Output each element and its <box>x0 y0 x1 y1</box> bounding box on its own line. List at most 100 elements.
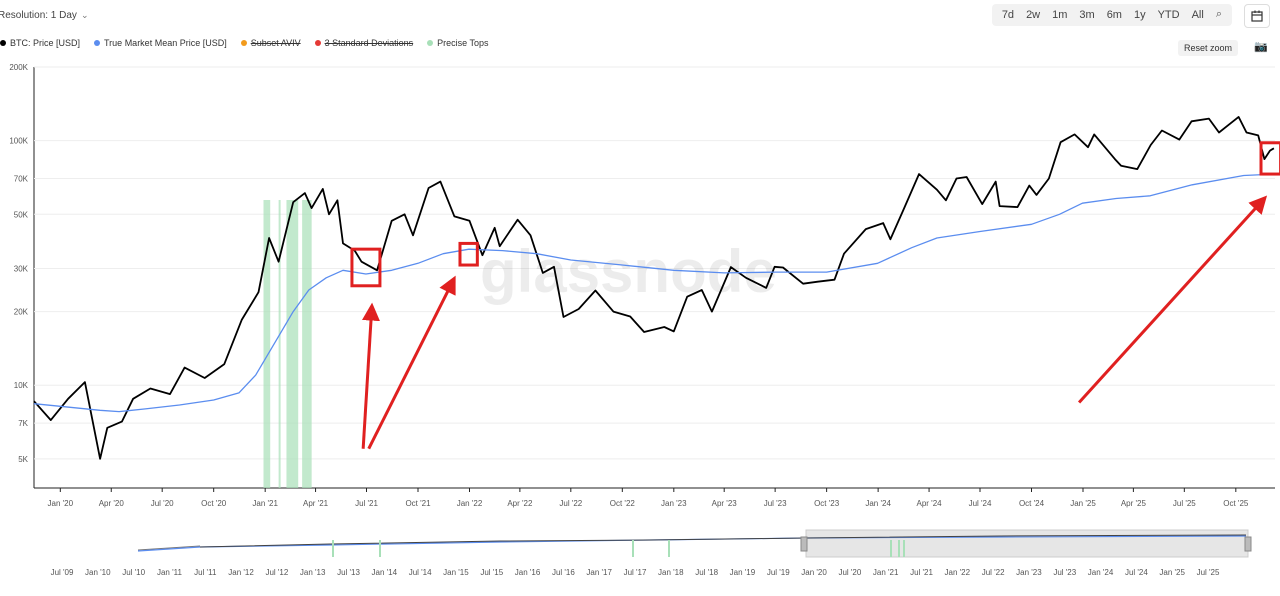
navigator-top-band <box>332 540 334 557</box>
resolution-dropdown[interactable]: Resolution: 1 Day ⌄ <box>0 10 88 21</box>
true-market-mean-line <box>33 173 1274 413</box>
legend-label: Precise Tops <box>437 38 489 48</box>
range-button-2w[interactable]: 2w <box>1026 9 1041 21</box>
x-tick-label: Jan '24 <box>865 499 891 508</box>
navigator-tick-label: Jul '21 <box>910 568 933 577</box>
legend-dot-icon <box>314 40 321 46</box>
calendar-button[interactable] <box>1244 4 1270 28</box>
x-tick-label: Jul '22 <box>559 499 582 508</box>
precise-top-band <box>302 200 312 488</box>
navigator-right-handle <box>1244 536 1252 552</box>
annotation-box <box>1259 141 1280 176</box>
series-lines <box>33 116 1275 460</box>
navigator-top-band <box>668 540 670 557</box>
x-tick-label: Jul '23 <box>764 499 787 508</box>
x-tick-label: Apr '20 <box>99 499 125 508</box>
x-tick-label: Jan '21 <box>252 499 278 508</box>
range-button-7d[interactable]: 7d <box>1001 9 1015 21</box>
annotations <box>350 141 1280 450</box>
x-axis-ticks: Jan '20 Apr '20 Jul '20 Oct '20 Jan '21 Apr '… <box>48 488 1249 508</box>
x-tick-label: Jul '20 <box>151 499 174 508</box>
chevron-down-icon: ⌄ <box>80 10 89 20</box>
annotation-box <box>350 247 382 288</box>
navigator-top-band <box>903 540 905 557</box>
navigator-tick-label: Jul '10 <box>122 568 145 577</box>
range-button-1m[interactable]: 1m <box>1052 9 1068 21</box>
chart-legend: BTC: Price [USD] True Market Mean Price [… <box>0 38 489 48</box>
x-tick-label: Oct '24 <box>1019 499 1045 508</box>
navigator-tick-label: Jan '16 <box>515 568 541 577</box>
navigator-tick-label: Jan '17 <box>586 568 612 577</box>
navigator-tick-label: Jul '19 <box>767 568 790 577</box>
precise-top-band <box>278 200 281 488</box>
legend-item[interactable]: BTC: Price [USD] <box>0 38 80 48</box>
legend-dot-icon <box>94 40 101 46</box>
navigator[interactable]: Jul '09 Jan '10 Jul '10 Jan '11 Jul '11 Jan '… <box>51 529 1252 577</box>
navigator-tick-label: Jul '16 <box>552 568 575 577</box>
annotation-box <box>458 241 479 267</box>
x-tick-label: Jul '25 <box>1173 499 1196 508</box>
navigator-tick-label: Jan '15 <box>443 568 469 577</box>
legend-dot-icon <box>427 40 434 46</box>
navigator-tick-label: Jan '10 <box>85 568 111 577</box>
x-tick-label: Jan '22 <box>457 499 483 508</box>
precise-top-band <box>286 200 299 488</box>
x-tick-label: Oct '20 <box>201 499 227 508</box>
navigator-tick-label: Jul '14 <box>409 568 432 577</box>
camera-icon[interactable]: 📷 <box>1254 41 1268 53</box>
annotation-arrow <box>361 302 380 449</box>
legend-item[interactable]: True Market Mean Price [USD] <box>94 38 227 48</box>
legend-dot-icon <box>0 40 6 46</box>
navigator-tick-label: Jan '13 <box>300 568 326 577</box>
y-tick-label: 20K <box>14 308 29 317</box>
range-button-6m[interactable]: 6m <box>1106 9 1122 21</box>
legend-item[interactable]: 3 Standard Deviations <box>314 38 413 48</box>
y-tick-label: 100K <box>9 137 28 146</box>
navigator-top-band <box>890 540 892 557</box>
range-button-3m[interactable]: 3m <box>1079 9 1095 21</box>
range-button-1y[interactable]: 1y <box>1133 9 1146 21</box>
reset-zoom-button[interactable]: Reset zoom <box>1177 40 1238 56</box>
navigator-tick-label: Jul '25 <box>1197 568 1220 577</box>
legend-item[interactable]: Precise Tops <box>427 38 489 48</box>
range-button-ytd[interactable]: YTD <box>1157 9 1180 21</box>
y-tick-label: 30K <box>14 265 29 274</box>
navigator-tick-label: Jan '14 <box>372 568 398 577</box>
legend-dot-icon <box>240 40 247 46</box>
navigator-tick-label: Jul '15 <box>480 568 503 577</box>
x-tick-label: Jan '23 <box>661 499 687 508</box>
navigator-tick-label: Jul '13 <box>337 568 360 577</box>
resolution-label: Resolution: 1 Day <box>0 10 77 21</box>
navigator-top-band <box>379 540 381 557</box>
navigator-tick-label: Jul '24 <box>1125 568 1148 577</box>
x-tick-label: Apr '21 <box>303 499 329 508</box>
navigator-tick-label: Jul '12 <box>265 568 288 577</box>
navigator-tick-label: Jan '20 <box>801 568 827 577</box>
navigator-tick-label: Jul '09 <box>51 568 74 577</box>
range-selector: 7d 2w 1m 3m 6m 1y YTD All ⌕ <box>991 4 1232 26</box>
legend-item[interactable]: Subset AVIV <box>240 38 301 48</box>
navigator-top-band <box>898 540 900 557</box>
zoom-select-icon[interactable]: ⌕ <box>1215 8 1222 20</box>
navigator-tick-label: Jul '17 <box>624 568 647 577</box>
x-tick-label: Jan '20 <box>48 499 74 508</box>
navigator-tick-label: Jan '12 <box>228 568 254 577</box>
legend-label: True Market Mean Price [USD] <box>104 38 227 48</box>
legend-label: BTC: Price [USD] <box>10 38 81 48</box>
y-tick-label: 50K <box>14 210 29 219</box>
top-bar: Resolution: 1 Day ⌄ 7d 2w 1m 3m 6m 1y YTD All ⌕ <box>0 0 1280 32</box>
y-tick-label: 70K <box>14 175 29 184</box>
navigator-tick-label: Jan '25 <box>1159 568 1185 577</box>
x-tick-label: Apr '22 <box>507 499 533 508</box>
navigator-tick-label: Jan '11 <box>157 568 183 577</box>
range-button-all[interactable]: All <box>1191 9 1204 21</box>
navigator-tick-label: Jul '18 <box>695 568 718 577</box>
x-tick-label: Jul '24 <box>969 499 992 508</box>
grid-lines <box>33 66 1275 489</box>
x-tick-label: Apr '23 <box>712 499 738 508</box>
navigator-btc-line <box>199 534 1247 548</box>
x-tick-label: Jul '21 <box>355 499 378 508</box>
navigator-tick-label: Jan '24 <box>1088 568 1114 577</box>
navigator-tick-label: Jul '23 <box>1053 568 1076 577</box>
